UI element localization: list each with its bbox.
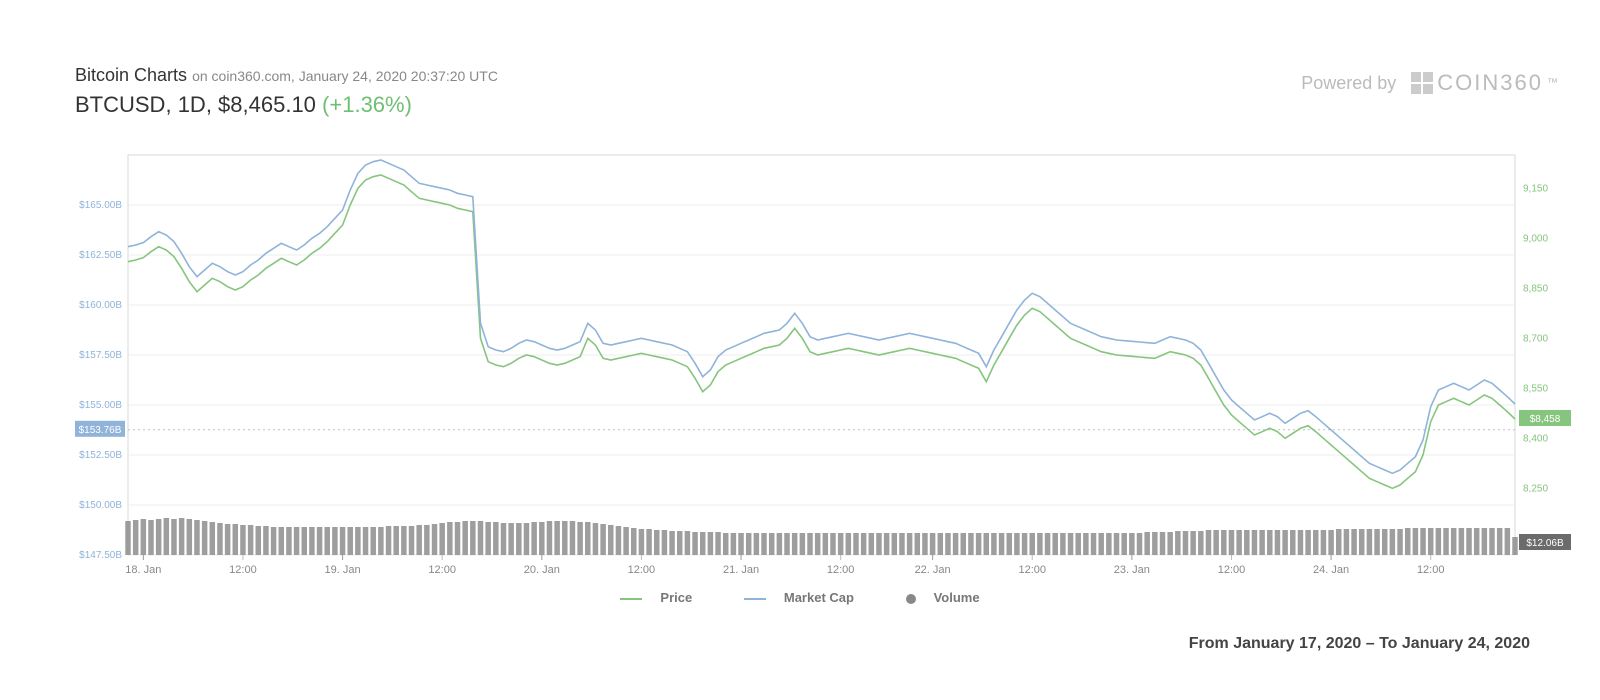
svg-text:8,550: 8,550 [1523, 383, 1548, 394]
svg-text:12:00: 12:00 [428, 564, 456, 576]
svg-text:12:00: 12:00 [1218, 564, 1246, 576]
svg-text:19. Jan: 19. Jan [325, 564, 361, 576]
chart-header: Bitcoin Charts on coin360.com, January 2… [75, 65, 498, 118]
price-chart[interactable]: $147.50B $150.00B $152.50B $155.00B $157.50B… [75, 150, 1575, 580]
brand-logo-icon [1411, 72, 1433, 94]
svg-text:$165.00B: $165.00B [79, 200, 122, 211]
svg-text:12:00: 12:00 [1018, 564, 1046, 576]
brand-logo: COIN360™ [1411, 70, 1560, 96]
svg-text:12:00: 12:00 [827, 564, 855, 576]
legend-item-price: Price [608, 590, 704, 605]
svg-text:12:00: 12:00 [628, 564, 656, 576]
ticker-symbol: BTCUSD [75, 92, 165, 117]
chart-svg: $147.50B $150.00B $152.50B $155.00B $157.50B… [75, 150, 1575, 580]
powered-label: Powered by [1301, 73, 1396, 94]
ticker-interval: 1D [178, 92, 206, 117]
svg-text:12:00: 12:00 [229, 564, 257, 576]
svg-text:$152.50B: $152.50B [79, 450, 122, 461]
svg-text:$155.00B: $155.00B [79, 400, 122, 411]
svg-text:$153.76B: $153.76B [79, 425, 122, 436]
svg-text:8,850: 8,850 [1523, 283, 1548, 294]
powered-by: Powered by COIN360™ [1301, 70, 1560, 96]
svg-text:9,150: 9,150 [1523, 183, 1548, 194]
ticker-line: BTCUSD, 1D, $8,465.10 (+1.36%) [75, 92, 498, 118]
svg-text:8,250: 8,250 [1523, 483, 1548, 494]
svg-text:$162.50B: $162.50B [79, 250, 122, 261]
title-line: Bitcoin Charts on coin360.com, January 2… [75, 65, 498, 86]
svg-text:22. Jan: 22. Jan [915, 564, 951, 576]
svg-text:20. Jan: 20. Jan [524, 564, 560, 576]
svg-text:$147.50B: $147.50B [79, 550, 122, 561]
date-range-footer: From January 17, 2020 – To January 24, 2… [1189, 635, 1530, 653]
svg-text:23. Jan: 23. Jan [1114, 564, 1150, 576]
chart-title: Bitcoin Charts [75, 65, 187, 85]
svg-text:$150.00B: $150.00B [79, 500, 122, 511]
svg-text:$160.00B: $160.00B [79, 300, 122, 311]
svg-text:$12.06B: $12.06B [1526, 538, 1564, 549]
svg-text:8,400: 8,400 [1523, 433, 1548, 444]
svg-text:18. Jan: 18. Jan [125, 564, 161, 576]
svg-text:24. Jan: 24. Jan [1313, 564, 1349, 576]
legend-item-volume: Volume [894, 590, 992, 605]
svg-text:8,700: 8,700 [1523, 333, 1548, 344]
svg-text:$8,458: $8,458 [1530, 414, 1561, 425]
chart-legend: Price Market Cap Volume [0, 590, 1600, 605]
chart-subtitle: on coin360.com, January 24, 2020 20:37:2… [192, 68, 498, 84]
ticker-price: $8,465.10 [218, 92, 316, 117]
svg-text:$157.50B: $157.50B [79, 350, 122, 361]
legend-item-marketcap: Market Cap [732, 590, 866, 605]
brand-name: COIN360 [1437, 70, 1543, 96]
svg-text:9,000: 9,000 [1523, 233, 1548, 244]
svg-text:21. Jan: 21. Jan [723, 564, 759, 576]
svg-text:12:00: 12:00 [1417, 564, 1445, 576]
ticker-change: (+1.36%) [322, 92, 412, 117]
